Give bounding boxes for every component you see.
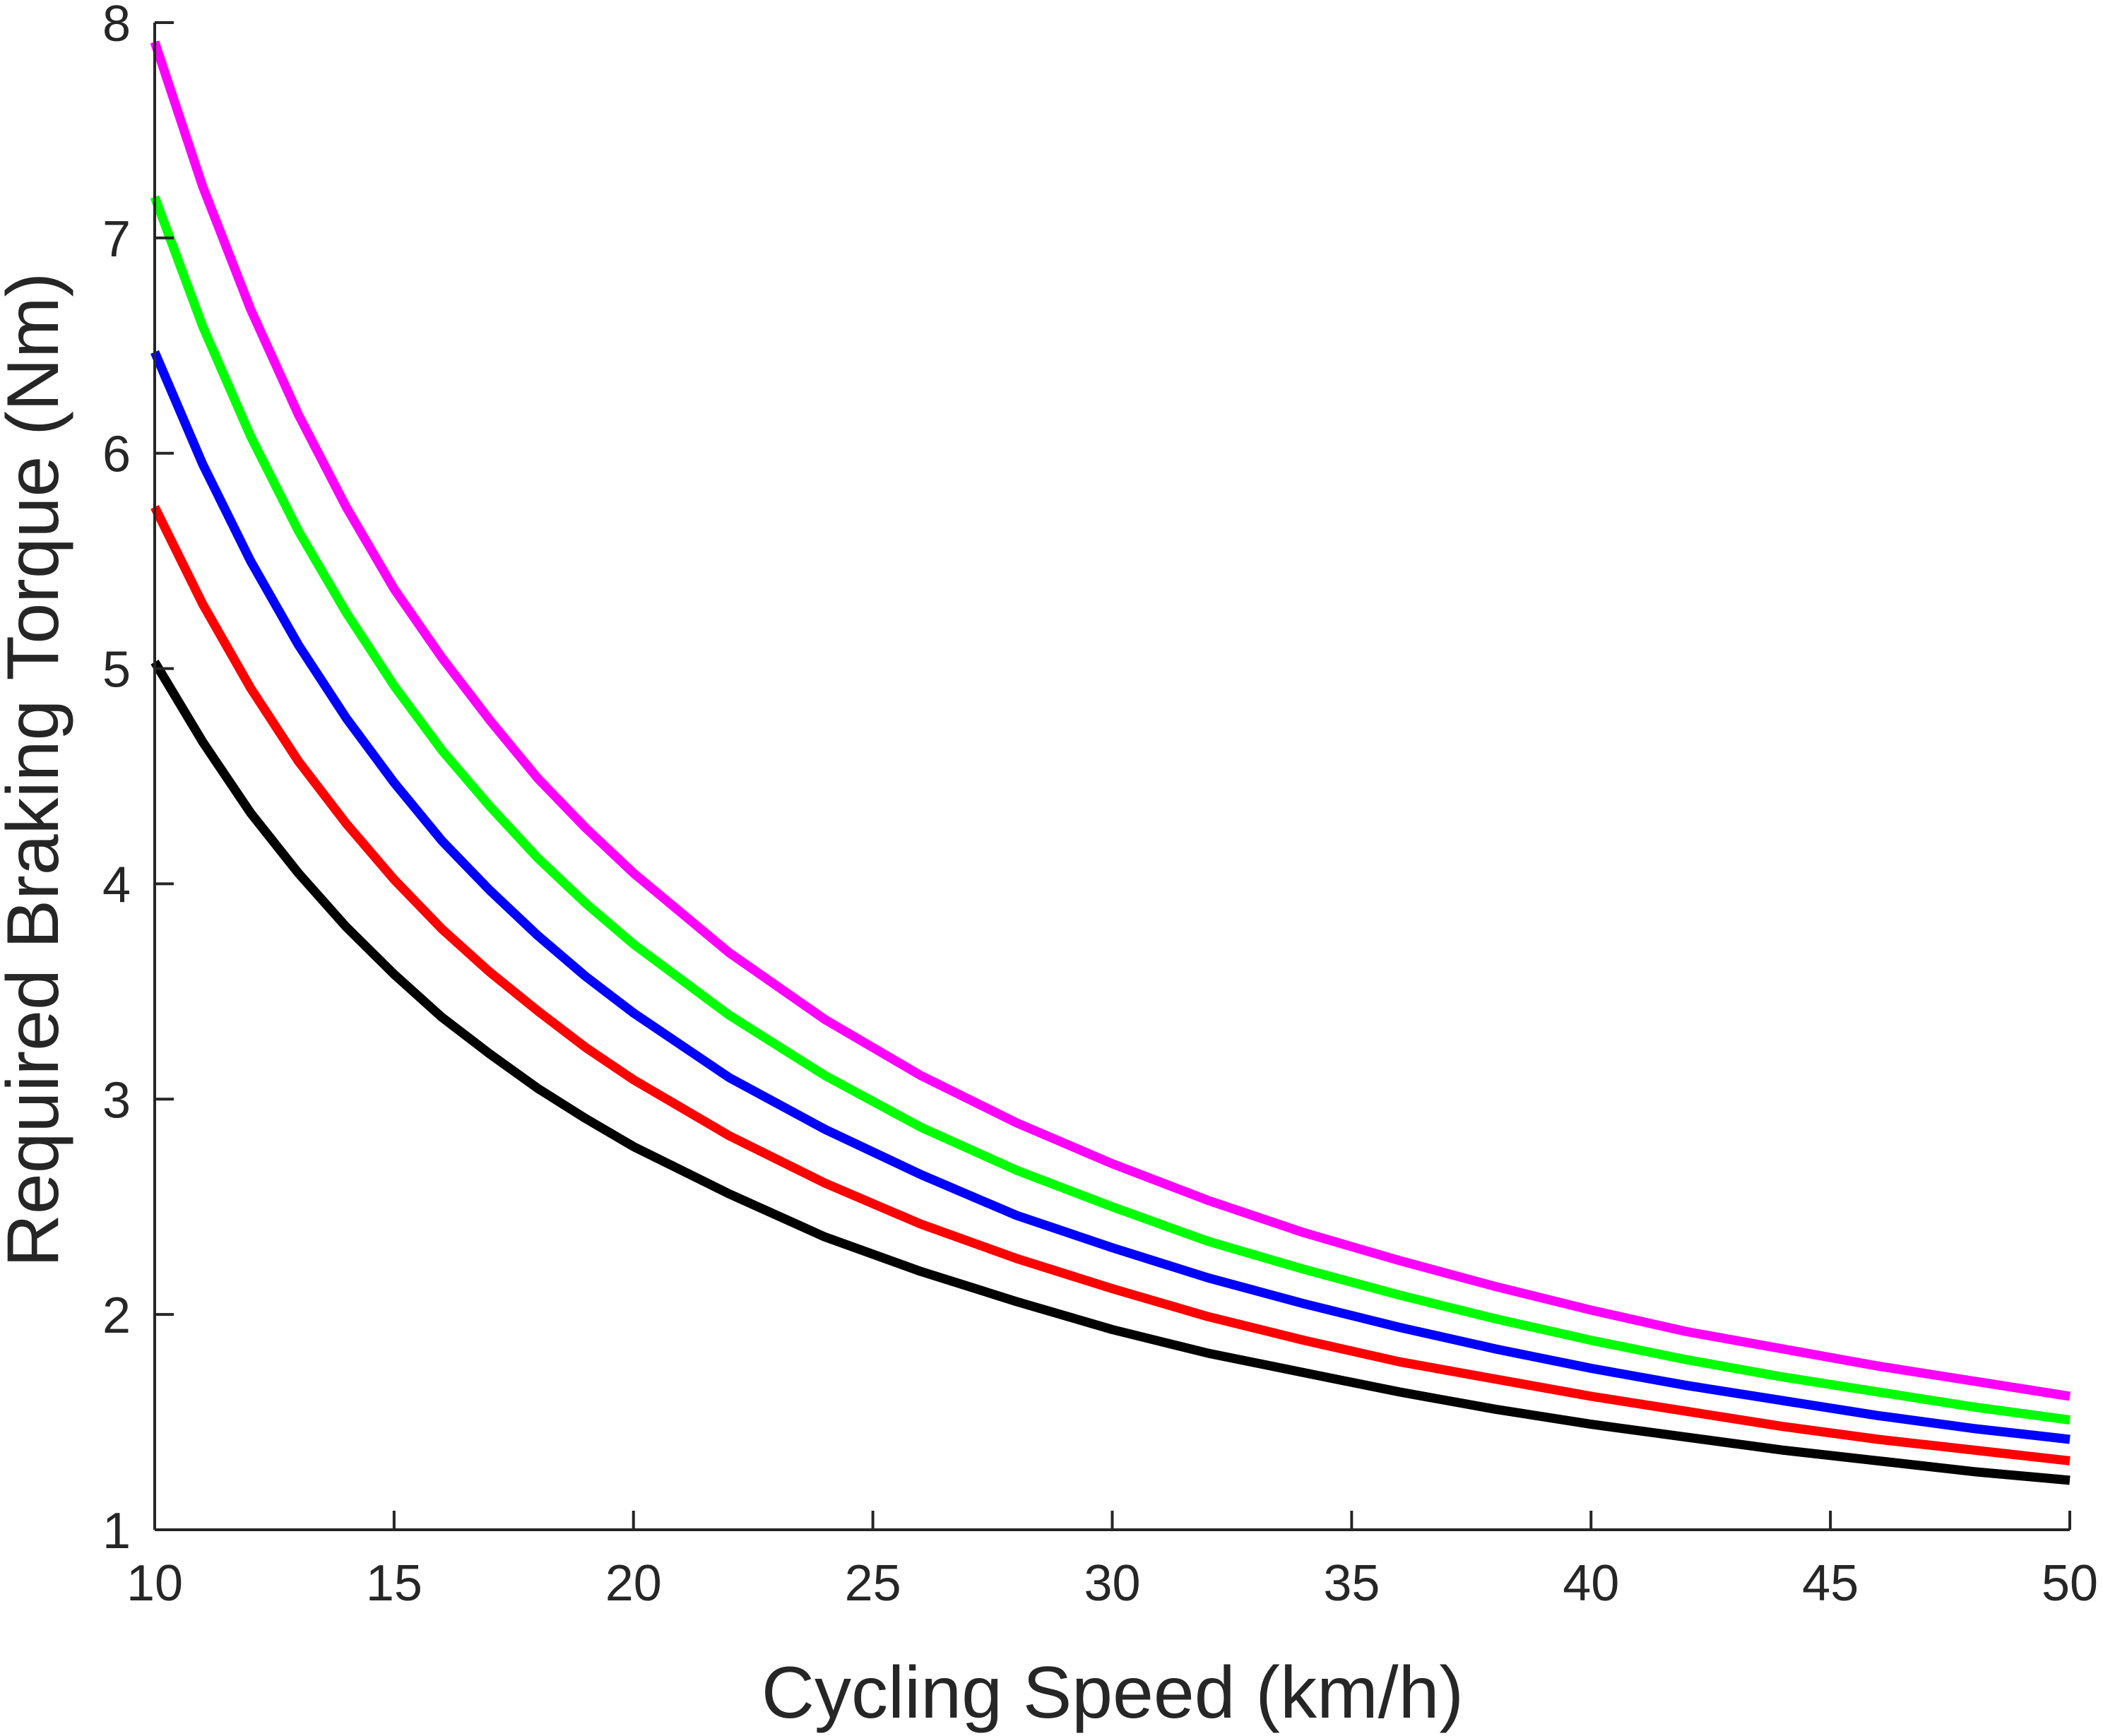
- x-tick-label: 30: [1084, 1555, 1140, 1612]
- series-line-2: [150, 505, 2071, 1466]
- x-tick-label: 45: [1802, 1555, 1859, 1612]
- series-layer: [150, 40, 2071, 1485]
- x-tick-label: 25: [845, 1555, 901, 1612]
- x-tick-label: 50: [2042, 1555, 2098, 1612]
- y-tick-label: 6: [102, 427, 131, 483]
- y-tick-label: 3: [102, 1072, 131, 1129]
- series-line-5: [150, 40, 2071, 1401]
- y-axis-title: Required Braking Torque (Nm): [0, 273, 74, 1267]
- y-tick-label: 5: [102, 642, 131, 698]
- x-tick-label: 35: [1323, 1555, 1380, 1612]
- y-tick-label: 2: [102, 1288, 131, 1344]
- x-tick-label: 40: [1563, 1555, 1619, 1612]
- x-tick-label: 10: [126, 1555, 183, 1612]
- series-line-1: [150, 660, 2071, 1485]
- y-tick-label: 8: [102, 0, 131, 52]
- x-tick-label: 20: [605, 1555, 662, 1612]
- y-tick-label: 1: [102, 1503, 131, 1559]
- series-line-3: [150, 350, 2071, 1444]
- y-tick-label: 4: [102, 857, 131, 913]
- x-tick-label: 15: [366, 1555, 422, 1612]
- y-tick-label: 7: [102, 211, 131, 268]
- series-line-4: [150, 195, 2071, 1425]
- x-axis-title: Cycling Speed (km/h): [762, 1652, 1464, 1734]
